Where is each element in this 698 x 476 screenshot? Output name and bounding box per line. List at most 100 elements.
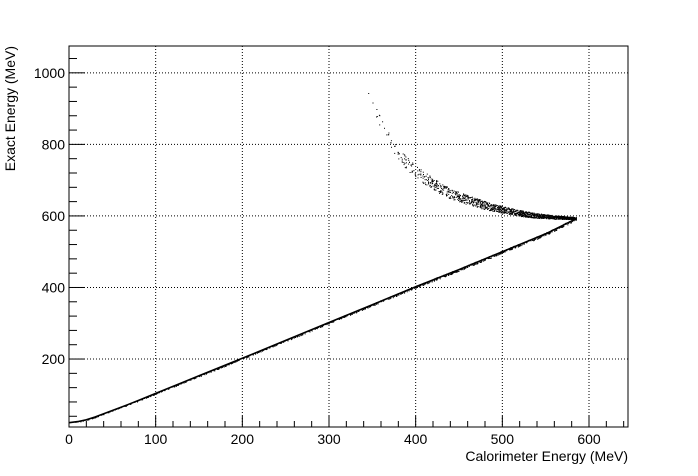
data-point: [176, 385, 178, 386]
data-point: [564, 216, 566, 218]
data-point: [552, 217, 554, 219]
data-point: [546, 216, 548, 218]
data-point: [344, 316, 346, 318]
data-point: [295, 336, 297, 338]
data-point: [379, 124, 381, 126]
data-point: [573, 220, 575, 222]
data-point: [326, 324, 328, 326]
data-point: [326, 322, 328, 324]
data-point: [435, 185, 437, 187]
data-point: [415, 176, 417, 178]
data-point: [444, 186, 446, 188]
data-point: [536, 214, 538, 215]
series-line: [68, 218, 577, 424]
data-point: [378, 114, 380, 116]
data-point: [218, 368, 220, 370]
data-point: [552, 217, 554, 218]
data-point: [458, 200, 460, 201]
data-point: [118, 408, 120, 410]
data-point: [436, 181, 437, 183]
data-point: [125, 405, 127, 406]
data-point: [407, 158, 409, 160]
data-point: [435, 183, 437, 185]
data-point: [551, 214, 553, 216]
data-point: [451, 192, 453, 194]
data-point: [509, 212, 511, 214]
data-point: [570, 222, 572, 224]
data-point: [518, 245, 520, 247]
data-point: [420, 171, 422, 173]
data-point: [321, 325, 323, 326]
data-point: [218, 367, 220, 369]
data-point: [465, 199, 466, 201]
data-point: [415, 287, 417, 289]
data-point: [261, 350, 263, 352]
data-point: [405, 166, 407, 168]
data-point: [361, 308, 363, 310]
data-point: [412, 162, 414, 164]
data-point: [485, 207, 487, 209]
data-point: [498, 209, 500, 211]
data-point: [411, 171, 413, 173]
data-point: [390, 142, 392, 144]
data-point: [533, 240, 535, 242]
data-point: [445, 194, 447, 195]
data-point: [457, 195, 459, 197]
data-point: [447, 189, 449, 191]
data-point: [437, 277, 439, 279]
data-point: [522, 212, 524, 214]
data-point: [221, 366, 223, 368]
data-point: [445, 275, 447, 277]
data-point: [481, 208, 483, 210]
data-point: [484, 208, 486, 210]
x-tick-label: 200: [231, 431, 255, 447]
data-point: [485, 202, 487, 204]
data-point: [434, 279, 436, 281]
data-point: [572, 217, 574, 219]
data-point: [167, 388, 169, 390]
data-point: [426, 184, 428, 186]
data-point: [498, 210, 500, 212]
data-point: [493, 254, 495, 256]
data-point: [91, 418, 93, 420]
data-point: [560, 218, 562, 220]
data-point: [327, 323, 329, 325]
data-point: [431, 281, 433, 283]
data-point: [520, 212, 522, 214]
data-point: [530, 213, 532, 215]
data-point: [434, 278, 436, 280]
data-point: [516, 210, 518, 212]
data-point: [380, 301, 382, 303]
data-point: [525, 215, 527, 217]
data-point: [283, 341, 285, 343]
data-point: [526, 242, 528, 244]
data-point: [519, 210, 521, 212]
grid-lines: [69, 46, 628, 427]
data-point: [221, 366, 223, 368]
data-point: [511, 208, 513, 210]
data-point: [561, 218, 563, 220]
data-point: [325, 324, 327, 326]
data-point: [529, 239, 531, 241]
data-point: [568, 223, 570, 224]
data-point: [541, 214, 543, 216]
data-point: [158, 392, 160, 394]
data-point: [501, 207, 502, 209]
data-point: [509, 213, 511, 215]
data-point: [561, 225, 563, 227]
data-point: [520, 215, 522, 217]
data-point: [498, 252, 500, 254]
data-point: [478, 199, 480, 201]
data-point: [405, 162, 407, 164]
data-point: [444, 186, 446, 188]
data-point: [140, 399, 142, 401]
data-point: [222, 366, 224, 368]
data-point: [420, 284, 422, 285]
data-point: [570, 221, 572, 223]
data-point: [115, 408, 117, 410]
data-point: [448, 193, 450, 195]
data-point: [491, 208, 493, 210]
data-point: [452, 271, 454, 273]
data-point: [519, 245, 521, 247]
data-point: [172, 386, 174, 388]
